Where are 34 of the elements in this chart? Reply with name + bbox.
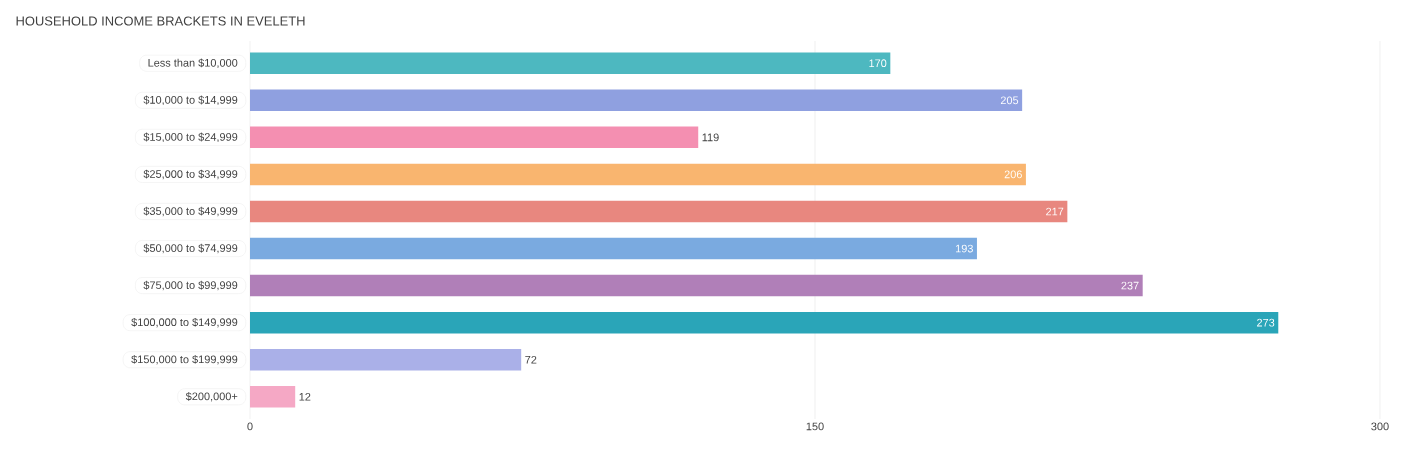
y-tick-label: $15,000 to $24,999 <box>143 132 238 143</box>
bar <box>250 126 699 149</box>
data-label: 193 <box>955 244 973 253</box>
x-tick-label: 0 <box>247 422 253 431</box>
y-tick-label: $100,000 to $149,999 <box>131 317 238 328</box>
y-tick-label: $200,000+ <box>185 392 238 402</box>
y-tick-label: $10,000 to $14,999 <box>143 95 238 106</box>
x-tick-label: 300 <box>1371 422 1389 431</box>
data-label: 217 <box>1046 207 1064 216</box>
bar <box>250 52 891 74</box>
x-tick-label: 150 <box>806 422 824 431</box>
bar <box>250 200 1068 223</box>
y-tick-label: $50,000 to $74,999 <box>143 243 238 254</box>
data-label: 237 <box>1121 281 1139 290</box>
data-label: 72 <box>525 355 537 364</box>
y-tick-label: $75,000 to $99,999 <box>143 280 238 291</box>
bar <box>250 348 522 371</box>
data-label: 206 <box>1004 170 1022 179</box>
data-label: 119 <box>702 133 719 142</box>
data-label: 273 <box>1257 318 1275 327</box>
y-tick-label: $150,000 to $199,999 <box>131 354 238 365</box>
y-tick-label: $25,000 to $34,999 <box>143 169 238 180</box>
bar <box>250 237 977 260</box>
data-label: 205 <box>1000 96 1019 105</box>
bar <box>250 311 1279 334</box>
data-label: 12 <box>299 392 311 401</box>
y-tick-label: $35,000 to $49,999 <box>143 206 238 217</box>
data-label: 170 <box>869 59 887 68</box>
bar <box>250 274 1143 297</box>
bar <box>250 163 1026 186</box>
chart-title: HOUSEHOLD INCOME BRACKETS IN EVELETH <box>16 16 305 26</box>
y-tick-label: Less than $10,000 <box>148 58 238 68</box>
bar <box>250 386 296 408</box>
bar <box>250 89 1023 112</box>
